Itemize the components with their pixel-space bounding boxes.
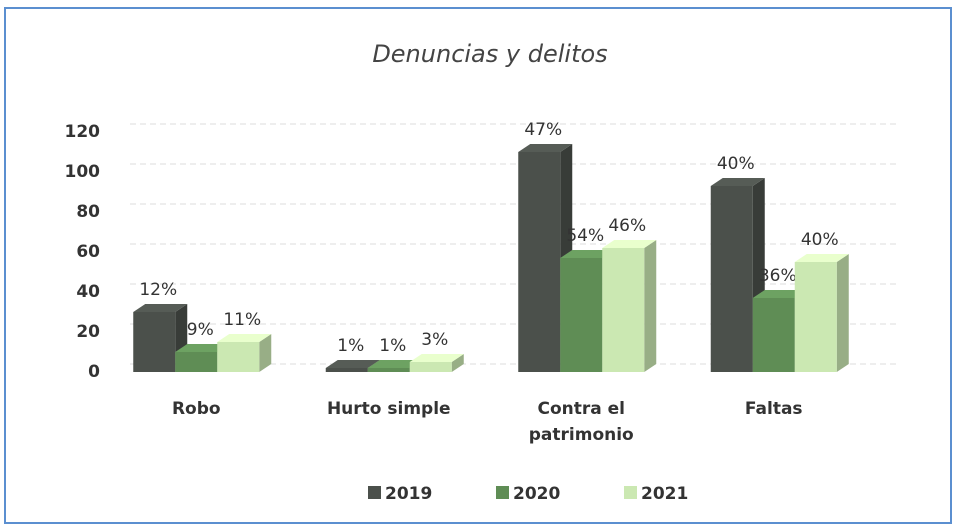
- bar-top: [325, 360, 380, 368]
- data-label: 9%: [187, 320, 214, 340]
- bar: [217, 342, 260, 372]
- data-label: 12%: [139, 280, 177, 300]
- bar: [133, 312, 176, 372]
- legend-label: 2019: [385, 484, 432, 504]
- bar-top: [710, 178, 765, 186]
- y-tick-label: 40: [76, 282, 100, 302]
- y-tick-label: 100: [65, 162, 101, 182]
- legend-swatch: [496, 486, 509, 499]
- bar: [175, 352, 218, 372]
- y-tick-label: 120: [65, 122, 101, 142]
- y-tick-label: 80: [76, 202, 100, 222]
- legend-swatch: [624, 486, 637, 499]
- data-label: 1%: [337, 336, 364, 356]
- data-label: 47%: [524, 120, 562, 140]
- bar-top: [602, 240, 657, 248]
- x-tick-label: Hurto simple: [326, 399, 451, 419]
- data-label: 3%: [421, 330, 448, 350]
- x-tick-label: Contra el patrimonio: [528, 399, 634, 445]
- bar-top: [217, 334, 272, 342]
- y-tick-label: 60: [76, 242, 100, 262]
- bar-top: [409, 354, 464, 362]
- bar: [325, 368, 368, 372]
- bar: [560, 258, 603, 372]
- data-label: 36%: [759, 266, 797, 286]
- bar-top: [752, 290, 807, 298]
- bar: [752, 298, 795, 372]
- bar-top: [175, 344, 230, 352]
- x-tick-label: Faltas: [744, 399, 803, 419]
- frame: [4, 7, 952, 524]
- bar: [794, 262, 837, 372]
- bar: [710, 186, 753, 372]
- bar-top: [794, 254, 849, 262]
- bar-side: [836, 254, 849, 372]
- bar: [518, 152, 561, 372]
- legend-label: 2020: [513, 484, 560, 504]
- bar-top: [133, 304, 188, 312]
- bar-top: [518, 144, 573, 152]
- data-label: 11%: [223, 310, 261, 330]
- chart-title: Denuncias y delitos: [372, 40, 607, 68]
- bar-side: [451, 354, 464, 372]
- bar: [409, 362, 452, 372]
- legend-label: 2021: [641, 484, 688, 504]
- bar-side: [644, 240, 657, 372]
- bar-top: [560, 250, 615, 258]
- data-label: 40%: [717, 154, 755, 174]
- bar-side: [259, 334, 272, 372]
- data-label: 46%: [608, 216, 646, 236]
- bar: [367, 368, 410, 372]
- bar: [602, 248, 645, 372]
- bar-top: [367, 360, 422, 368]
- x-tick-label: Robo: [171, 399, 221, 419]
- data-label: 40%: [801, 230, 839, 250]
- y-tick-label: 20: [76, 322, 100, 342]
- legend-swatch: [368, 486, 381, 499]
- data-label: 54%: [566, 226, 604, 246]
- data-label: 1%: [379, 336, 406, 356]
- y-tick-label: 0: [88, 362, 100, 382]
